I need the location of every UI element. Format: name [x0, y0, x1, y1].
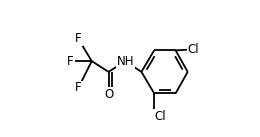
Text: Cl: Cl: [154, 110, 166, 123]
Text: NH: NH: [116, 55, 134, 68]
Text: Cl: Cl: [188, 43, 199, 56]
Text: F: F: [75, 32, 82, 45]
Text: O: O: [104, 88, 113, 101]
Text: F: F: [75, 82, 82, 95]
Text: F: F: [67, 55, 74, 68]
